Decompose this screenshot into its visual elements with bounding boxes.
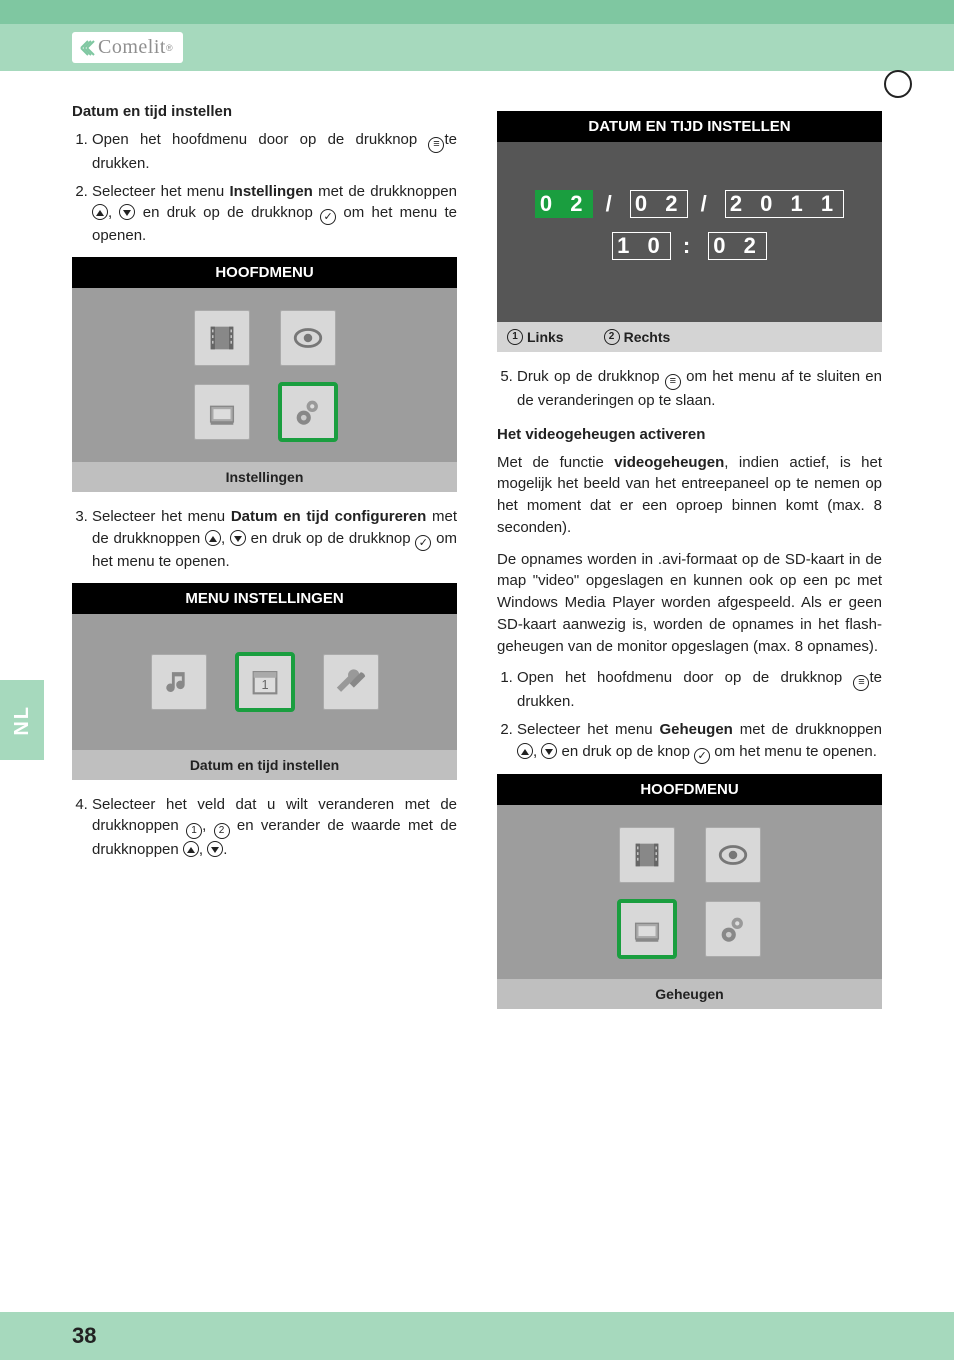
check-icon [694, 748, 710, 764]
dt-day: 0 2 [535, 190, 594, 218]
dt-footer: Links Rechts [497, 322, 882, 352]
content-columns: Datum en tijd instellen Open het hoofdme… [0, 71, 954, 1023]
datetime-icon: 1 [237, 654, 293, 710]
up-icon [517, 743, 533, 759]
settings-gear-icon [705, 901, 761, 957]
dt-min: 0 2 [708, 232, 767, 260]
check-icon [415, 535, 431, 551]
film-icon [619, 827, 675, 883]
dt-title: DATUM EN TIJD INSTELLEN [497, 111, 882, 142]
menu-icon [428, 137, 444, 153]
page-marker-circle [884, 70, 912, 98]
down-icon [230, 530, 246, 546]
screen1-footer: Instellingen [72, 462, 457, 492]
screen1-row1 [194, 310, 336, 366]
left-step-4: Selecteer het veld dat u wilt veranderen… [72, 794, 457, 862]
down-icon [119, 204, 135, 220]
page-number: 38 [72, 1323, 96, 1349]
screen-datetime: DATUM EN TIJD INSTELLEN 0 2 / 0 2 / 2 0 … [497, 111, 882, 352]
left-steps-1-2: Open het hoofdmenu door op de drukknop t… [72, 129, 457, 247]
music-note-icon [151, 654, 207, 710]
check-icon [320, 209, 336, 225]
dt-links: Links [507, 329, 564, 345]
up-icon [92, 204, 108, 220]
section2-title: Het videogeheugen activeren [497, 424, 882, 446]
step-1: Open het hoofdmenu door op de drukknop t… [92, 129, 457, 175]
para-videomemory-1: Met de functie videogeheugen, indien act… [497, 452, 882, 539]
film-icon [194, 310, 250, 366]
brand-icon [78, 38, 98, 58]
step-4: Selecteer het veld dat u wilt veranderen… [92, 794, 457, 862]
screen3-title: HOOFDMENU [497, 774, 882, 805]
dt-date-line: 0 2 / 0 2 / 2 0 1 1 [497, 190, 882, 218]
step-5: Druk op de drukknop om het menu af te sl… [517, 366, 882, 412]
screen1-title: HOOFDMENU [72, 257, 457, 288]
dt-body: 0 2 / 0 2 / 2 0 1 1 1 0 : 0 2 [497, 142, 882, 322]
screen3-row1 [619, 827, 761, 883]
brand-name: Comelit [98, 36, 166, 59]
settings-gear-icon [280, 384, 336, 440]
up-icon [183, 841, 199, 857]
dt-hour: 1 0 [612, 232, 671, 260]
memory-icon [194, 384, 250, 440]
screen3-body [497, 805, 882, 979]
page-footer: 38 [0, 1312, 954, 1360]
language-tab: NL [0, 680, 44, 760]
screen1-body [72, 288, 457, 462]
one-icon [186, 823, 202, 839]
r-step-1: Open het hoofdmenu door op de drukknop t… [517, 667, 882, 713]
screen2-footer: Datum en tijd instellen [72, 750, 457, 780]
left-step-3: Selecteer het menu Datum en tijd configu… [72, 506, 457, 573]
right-column: DATUM EN TIJD INSTELLEN 0 2 / 0 2 / 2 0 … [497, 101, 882, 1023]
screen2-body: 1 [72, 614, 457, 750]
one-icon [507, 329, 523, 345]
dt-time-line: 1 0 : 0 2 [497, 232, 882, 260]
menu-icon [665, 374, 681, 390]
step-2: Selecteer het menu Instellingen met de d… [92, 181, 457, 248]
screen2-title: MENU INSTELLINGEN [72, 583, 457, 614]
step-3: Selecteer het menu Datum en tijd configu… [92, 506, 457, 573]
memory-icon [619, 901, 675, 957]
screen2-row: 1 [151, 654, 379, 710]
page: Comelit® NL Datum en tijd instellen Open… [0, 0, 954, 1360]
brand-badge: Comelit® [72, 32, 183, 63]
screen3-row2 [619, 901, 761, 957]
screen-menu-instellingen: MENU INSTELLINGEN 1 Datum en tijd instel… [72, 583, 457, 780]
dt-month: 0 2 [630, 190, 689, 218]
screen-hoofdmenu-2: HOOFDMENU Geheugen [497, 774, 882, 1009]
brand-reg: ® [166, 43, 173, 53]
screen1-row2 [194, 384, 336, 440]
down-icon [541, 743, 557, 759]
wrench-icon [323, 654, 379, 710]
down-icon [207, 841, 223, 857]
two-icon [214, 823, 230, 839]
screen3-footer: Geheugen [497, 979, 882, 1009]
menu-icon [853, 675, 869, 691]
up-icon [205, 530, 221, 546]
eye-icon [705, 827, 761, 883]
language-tab-label: NL [11, 705, 34, 736]
two-icon [604, 329, 620, 345]
top-accent-bar [0, 0, 954, 24]
eye-icon [280, 310, 336, 366]
dt-year: 2 0 1 1 [725, 190, 844, 218]
dt-rechts: Rechts [604, 329, 671, 345]
right-steps-1-2: Open het hoofdmenu door op de drukknop t… [497, 667, 882, 764]
svg-text:1: 1 [261, 677, 268, 692]
right-step-5: Druk op de drukknop om het menu af te sl… [497, 366, 882, 412]
header-band: Comelit® [0, 24, 954, 71]
screen-hoofdmenu-1: HOOFDMENU Instellingen [72, 257, 457, 492]
para-videomemory-2: De opnames worden in .avi-formaat op de … [497, 549, 882, 658]
left-column: Datum en tijd instellen Open het hoofdme… [72, 101, 457, 1023]
left-title: Datum en tijd instellen [72, 101, 457, 123]
r-step-2: Selecteer het menu Geheugen met de drukk… [517, 719, 882, 764]
